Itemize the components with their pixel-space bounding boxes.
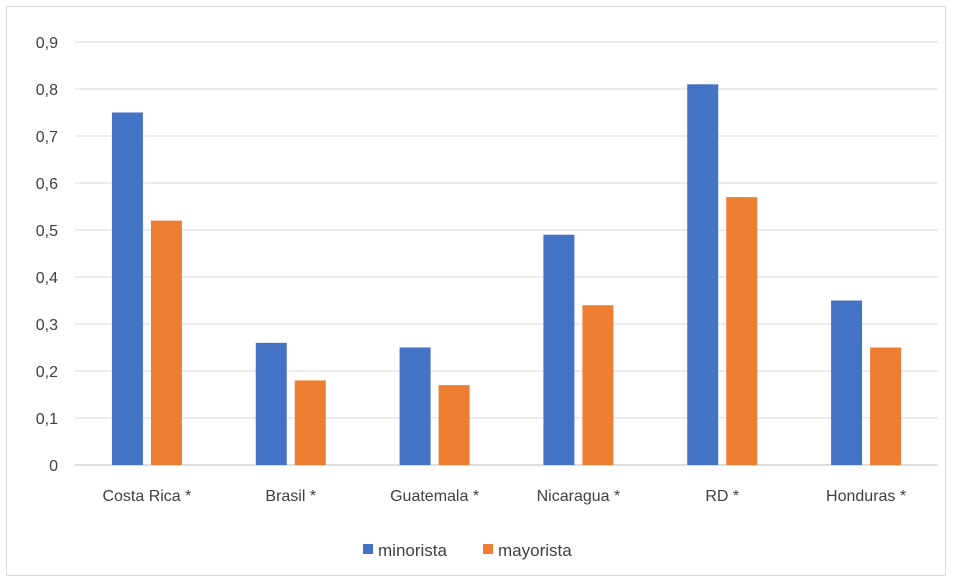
y-tick-label: 0,5	[36, 223, 58, 240]
y-tick-label: 0,1	[36, 411, 58, 428]
bar-minorista-2	[399, 347, 431, 465]
y-tick-label: 0,4	[36, 270, 58, 287]
y-tick-label: 0	[49, 458, 58, 475]
y-tick-label: 0,9	[36, 35, 58, 52]
gridlines	[75, 41, 938, 466]
bar-mayorista-3	[582, 305, 614, 465]
legend-label-minorista: minorista	[378, 541, 448, 560]
x-tick-label: RD *	[705, 488, 739, 505]
bar-minorista-5	[831, 300, 863, 465]
bar-mayorista-2	[438, 385, 470, 465]
legend: minorista mayorista	[363, 541, 572, 560]
y-tick-label: 0,2	[36, 364, 58, 381]
legend-swatch-minorista	[363, 544, 373, 554]
legend-swatch-mayorista	[483, 544, 493, 554]
x-tick-label: Nicaragua *	[537, 488, 621, 505]
x-tick-label: Brasil *	[265, 488, 316, 505]
bar-minorista-1	[255, 342, 287, 465]
legend-label-mayorista: mayorista	[498, 541, 572, 560]
bars	[111, 84, 902, 466]
x-axis: Costa Rica * Brasil * Guatemala * Nicaragua…	[102, 488, 906, 505]
bar-minorista-0	[111, 112, 143, 465]
bar-mayorista-4	[726, 197, 758, 465]
y-tick-label: 0,3	[36, 317, 58, 334]
bar-mayorista-5	[870, 347, 902, 465]
y-tick-label: 0,8	[36, 82, 58, 99]
y-axis: 0 0,1 0,2 0,3 0,4 0,5 0,6 0,7 0,8 0,9	[36, 35, 58, 475]
x-tick-label: Costa Rica *	[102, 488, 191, 505]
bar-mayorista-0	[150, 220, 182, 465]
x-tick-label: Honduras *	[826, 488, 906, 505]
x-tick-label: Guatemala *	[390, 488, 479, 505]
y-tick-label: 0,7	[36, 129, 58, 146]
bar-minorista-3	[543, 234, 575, 465]
y-tick-label: 0,6	[36, 176, 58, 193]
bar-mayorista-1	[294, 380, 326, 465]
bar-minorista-4	[687, 84, 719, 466]
